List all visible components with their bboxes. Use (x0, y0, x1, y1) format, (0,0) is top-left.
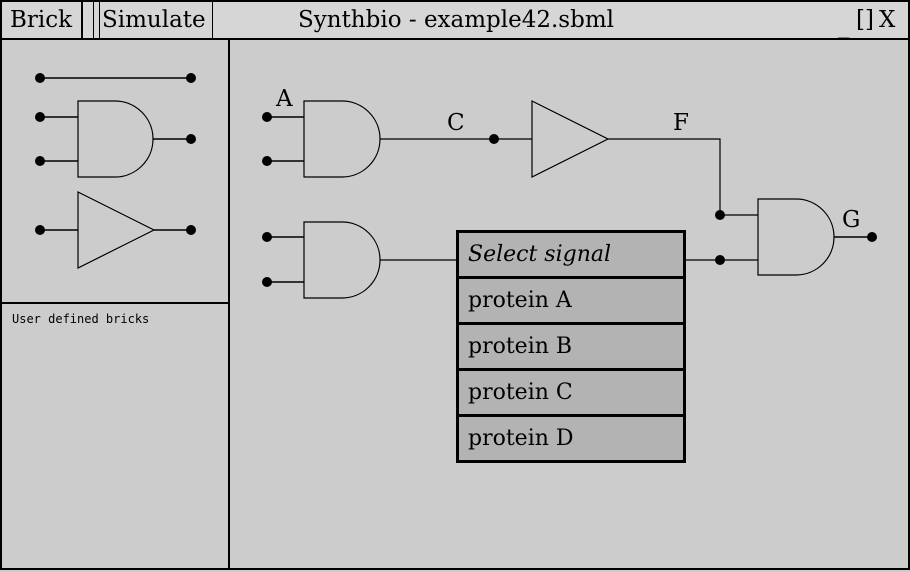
minimize-button[interactable]: _ (838, 13, 850, 39)
title-bar: Brick Simulate Synthbio - example42.sbml… (2, 2, 908, 40)
dropdown-option-protein-b[interactable]: protein B (459, 325, 683, 371)
input-port-a (262, 112, 272, 122)
user-bricks-label: User defined bricks (12, 312, 150, 326)
output-port-g (867, 232, 877, 242)
simulate-menu-button[interactable]: Simulate (93, 2, 213, 38)
not-gate-icon[interactable] (35, 191, 196, 269)
signal-select-dropdown[interactable]: Select signal protein A protein B protei… (456, 230, 686, 463)
and-gate-1[interactable] (262, 100, 381, 178)
dropdown-option-protein-d[interactable]: protein D (468, 426, 574, 451)
circuit-canvas[interactable]: A C F (230, 40, 908, 568)
menu-separator (82, 2, 100, 38)
brick-palette (2, 40, 230, 304)
and-gate-2[interactable] (262, 221, 381, 299)
brick-palette-canvas (35, 73, 196, 269)
signal-label-g: G (842, 207, 860, 233)
close-button[interactable]: X (879, 7, 896, 33)
junction-c (489, 134, 499, 144)
input-port (262, 277, 272, 287)
signal-label-a: A (275, 86, 293, 112)
maximize-button[interactable]: [] (856, 7, 874, 33)
wire-f (608, 138, 758, 216)
and-gate-3[interactable] (757, 198, 877, 276)
brick-menu-button[interactable]: Brick (2, 2, 82, 38)
dropdown-option-protein-c[interactable]: protein C (459, 371, 683, 417)
wire-icon[interactable] (35, 73, 196, 83)
and-gate-icon[interactable] (35, 100, 196, 178)
dropdown-header: Select signal (459, 233, 683, 279)
input-port (262, 156, 272, 166)
window-title: Synthbio - example42.sbml (298, 7, 615, 33)
not-gate-1[interactable] (531, 100, 610, 178)
junction-and2 (715, 255, 725, 265)
circuit-diagram[interactable]: A C F (230, 40, 908, 568)
signal-label-f: F (673, 110, 689, 136)
user-bricks-panel: User defined bricks (2, 304, 230, 568)
dropdown-option-protein-a[interactable]: protein A (459, 279, 683, 325)
signal-label-c: C (447, 110, 465, 136)
input-port (262, 232, 272, 242)
junction-f (715, 210, 725, 220)
